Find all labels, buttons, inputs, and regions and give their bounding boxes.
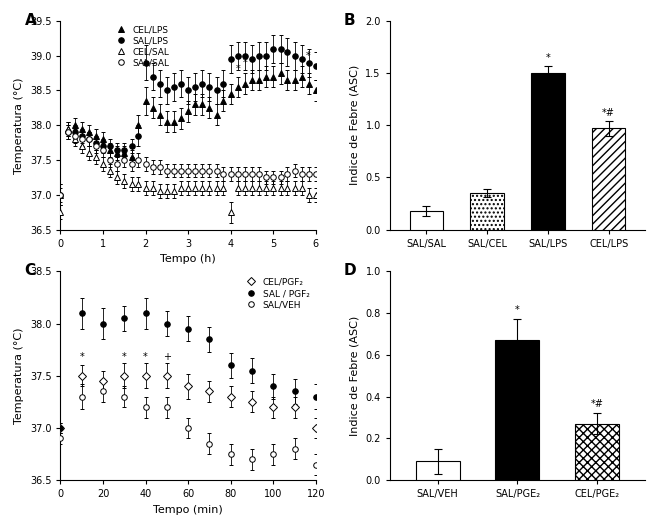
Text: *: * — [243, 57, 247, 67]
Text: D: D — [344, 263, 356, 278]
Text: *: * — [143, 352, 148, 362]
Y-axis label: Indice de Febre (ASC): Indice de Febre (ASC) — [350, 316, 360, 436]
Y-axis label: Temperatura (°C): Temperatura (°C) — [14, 328, 24, 424]
Text: *: * — [515, 305, 520, 315]
Y-axis label: Temperatura (°C): Temperatura (°C) — [14, 77, 24, 173]
Bar — [416, 461, 460, 480]
Text: *: * — [306, 51, 311, 61]
Bar — [470, 193, 504, 230]
Bar — [575, 424, 619, 480]
Text: *: * — [236, 65, 241, 75]
Text: *#: *# — [602, 108, 615, 118]
Text: *: * — [79, 352, 84, 362]
Bar — [409, 211, 443, 230]
Text: *#: *# — [591, 399, 603, 409]
Text: A: A — [25, 13, 36, 28]
Text: +: + — [163, 352, 171, 362]
Text: B: B — [344, 13, 355, 28]
Legend: CEL/PGF₂, SAL / PGF₂, SAL/VEH: CEL/PGF₂, SAL / PGF₂, SAL/VEH — [241, 276, 311, 311]
Text: C: C — [25, 263, 36, 278]
Y-axis label: Indice de Febre (ASC): Indice de Febre (ASC) — [350, 65, 360, 185]
Bar — [592, 128, 626, 230]
Legend: CEL/LPS, SAL/LPS, CEL/SAL, SAL/SAL: CEL/LPS, SAL/LPS, CEL/SAL, SAL/SAL — [111, 23, 171, 70]
Bar — [495, 340, 540, 480]
Text: *: * — [122, 352, 127, 362]
Text: *: * — [546, 53, 550, 63]
X-axis label: Tempo (min): Tempo (min) — [153, 505, 223, 515]
Bar — [531, 73, 564, 230]
X-axis label: Tempo (h): Tempo (h) — [161, 254, 216, 264]
